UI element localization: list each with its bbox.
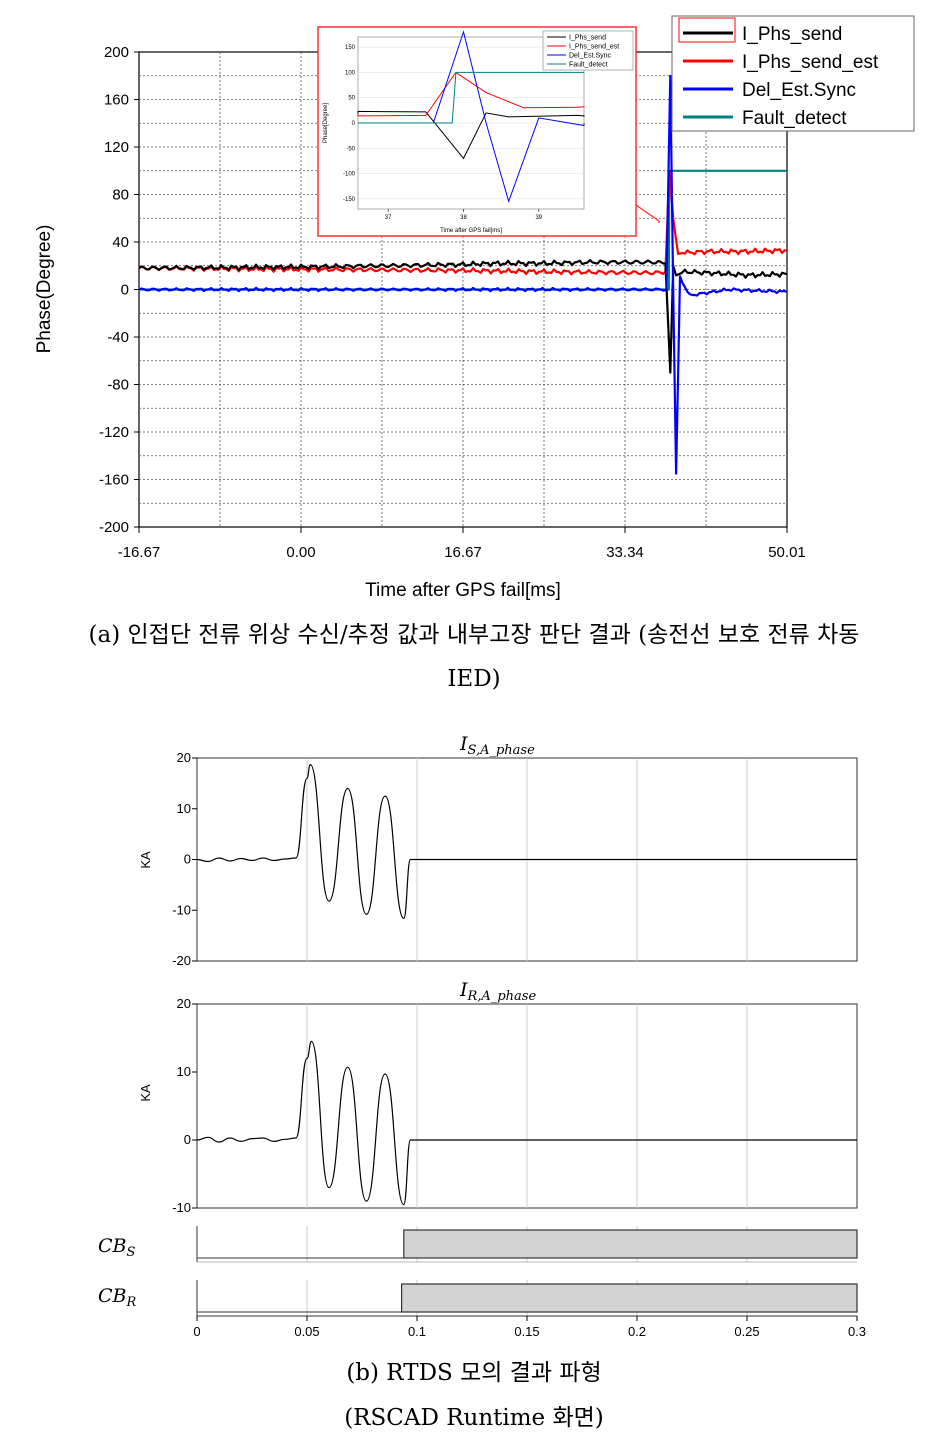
waveform-line (196, 763, 857, 920)
y-tick-label: 0 (184, 852, 191, 867)
CB-x-ticks: 0 0.05 0.1 0.15 0.2 0.25 0.3 (193, 1315, 866, 1339)
caption-b-line1: (b) RTDS 모의 결과 파형 (346, 1360, 602, 1386)
phase-chart-y-tick-label: -120 (99, 424, 129, 441)
IR-chart: 20 10 0 -10 KA IR,A_phase (138, 979, 858, 1215)
IR-chart-series (196, 1040, 857, 1206)
y-tick-label: -20 (172, 953, 191, 968)
inset-line-Fault-detect (358, 71, 584, 124)
CB-x-tick-label: 0.3 (848, 1324, 866, 1339)
y-tick-label: 10 (177, 1064, 191, 1079)
IR-chart-y-label: KA (138, 1084, 153, 1102)
inset-y-label: Phase[Degree] (323, 103, 329, 143)
IR-chart-grid (306, 1004, 748, 1208)
CB-x-tick-label: 0.1 (408, 1324, 426, 1339)
caption-a-line1: (a) 인접단 전류 위상 수신/추정 값과 내부고장 판단 결과 (송전선 보… (88, 622, 860, 648)
inset-x-tick-label: 37 (385, 215, 392, 221)
IS-chart-y-label: KA (138, 851, 153, 869)
CB-x-tick-label: 0.05 (294, 1324, 319, 1339)
inset-y-tick-label: -150 (343, 197, 356, 203)
phase-chart-legend: I_Phs_send I_Phs_send_est Del_Est.Sync Faul… (671, 15, 915, 132)
CBR-row: CBR (98, 1280, 858, 1317)
legend-highlight (678, 17, 736, 43)
IS-chart-series (196, 763, 857, 920)
inset-y-tick-label: 50 (348, 96, 355, 102)
phase-chart-y-tick-label: 40 (112, 234, 129, 251)
legend-label-I-Phs-send-est: I_Phs_send_est (742, 52, 879, 73)
phase-chart-x-tick-label: 16.67 (444, 544, 482, 561)
phase-chart-inset: 150 100 50 0 -50 -100 -150 37 38 39 Time after G… (317, 26, 660, 237)
y-tick-label: -10 (172, 902, 191, 917)
CB-open-block (401, 1283, 858, 1313)
phase-chart-x-tick-label: 33.34 (606, 544, 644, 561)
y-tick-label: 10 (177, 801, 191, 816)
phase-chart-y-tick-label: 160 (104, 92, 129, 109)
phase-chart-y-label: Phase(Degree) (34, 225, 55, 354)
CB-open-block (403, 1229, 858, 1259)
y-tick-label: 20 (177, 996, 191, 1011)
CBS-row: CBS (98, 1226, 858, 1263)
legend-label-Del-Est-Sync: Del_Est.Sync (742, 80, 856, 101)
inset-x-tick-label: 38 (460, 215, 467, 221)
rtds-charts: 20 10 0 -10 -20 KA IS,A_phase 20 10 0 -10 KA IR… (98, 733, 866, 1339)
CBS-label: CBS (98, 1235, 136, 1260)
inset-line-I-Phs-send (357, 110, 585, 160)
IS-chart-y-ticks: 20 10 0 -10 -20 (172, 750, 197, 968)
inset-line-I-Phs-send-est (357, 71, 585, 117)
inset-x-ticks: 37 38 39 (385, 209, 543, 221)
series-line-I-Phs-send (138, 259, 788, 374)
legend-label-I-Phs-send: I_Phs_send (742, 24, 842, 45)
phase-chart-x-tick-label: 0.00 (286, 544, 315, 561)
phase-chart-y-tick-label: -40 (107, 329, 129, 346)
y-tick-label: 20 (177, 750, 191, 765)
phase-chart-y-ticks: 200 160 120 80 40 0 -40 -80 -120 -160 -200 (99, 44, 139, 536)
waveform-line (196, 1040, 857, 1206)
phase-chart-x-ticks: -16.67 0.00 16.67 33.34 50.01 (118, 527, 806, 561)
IS-chart: 20 10 0 -10 -20 KA IS,A_phase (138, 733, 858, 968)
inset-y-tick-label: -50 (346, 146, 355, 152)
IR-chart-title: IR,A_phase (459, 979, 536, 1004)
CB-x-tick-label: 0.15 (514, 1324, 539, 1339)
inset-legend-label: I_Phs_send_est (569, 44, 619, 51)
series-line-Del-Est-Sync (138, 74, 788, 475)
phase-chart-y-tick-label: -160 (99, 472, 129, 489)
CB-x-tick-label: 0.2 (628, 1324, 646, 1339)
CB-status-chart: CBS CBR (98, 1226, 858, 1317)
phase-chart-y-tick-label: 80 (112, 187, 129, 204)
phase-chart-y-tick-label: 0 (121, 282, 129, 299)
IS-chart-title: IS,A_phase (459, 733, 535, 758)
y-tick-label: 0 (184, 1132, 191, 1147)
inset-legend-label: Fault_detect (569, 62, 608, 69)
CB-x-tick-label: 0.25 (734, 1324, 759, 1339)
phase-chart-series (138, 74, 788, 475)
inset-x-tick-label: 39 (535, 215, 542, 221)
phase-chart-y-tick-label: 200 (104, 44, 129, 61)
inset-x-label: Time after GPS fail[ms] (440, 228, 502, 234)
legend-label-Fault-detect: Fault_detect (742, 108, 847, 129)
phase-chart-y-tick-label: 120 (104, 139, 129, 156)
phase-chart-y-tick-label: -200 (99, 519, 129, 536)
caption-b-line2: (RSCAD Runtime 화면) (344, 1405, 604, 1431)
CBR-label: CBR (98, 1285, 137, 1310)
phase-chart-x-label: Time after GPS fail[ms] (365, 580, 561, 601)
inset-y-tick-label: -100 (343, 172, 356, 178)
IR-chart-y-ticks: 20 10 0 -10 (172, 996, 197, 1215)
CB-x-tick-label: 0 (193, 1324, 200, 1339)
phase-chart: 200 160 120 80 40 0 -40 -80 -120 -160 -200 -16.67 0… (34, 15, 915, 601)
inset-series (357, 30, 585, 204)
inset-legend-label: Del_Est.Sync (569, 53, 612, 60)
phase-chart-x-tick-label: 50.01 (768, 544, 806, 561)
inset-y-tick-label: 100 (345, 70, 356, 76)
inset-y-tick-label: 0 (352, 121, 356, 127)
phase-chart-x-tick-label: -16.67 (118, 544, 161, 561)
caption-a-line2: IED) (447, 666, 501, 692)
inset-pointer (635, 204, 660, 223)
inset-legend: I_Phs_send I_Phs_send_est Del_Est.Sync Faul… (542, 30, 634, 71)
inset-line-Del-Est-Sync (358, 30, 585, 204)
phase-chart-y-tick-label: -80 (107, 377, 129, 394)
inset-y-tick-label: 150 (345, 45, 356, 51)
y-tick-label: -10 (172, 1200, 191, 1215)
inset-legend-label: I_Phs_send (569, 35, 606, 42)
